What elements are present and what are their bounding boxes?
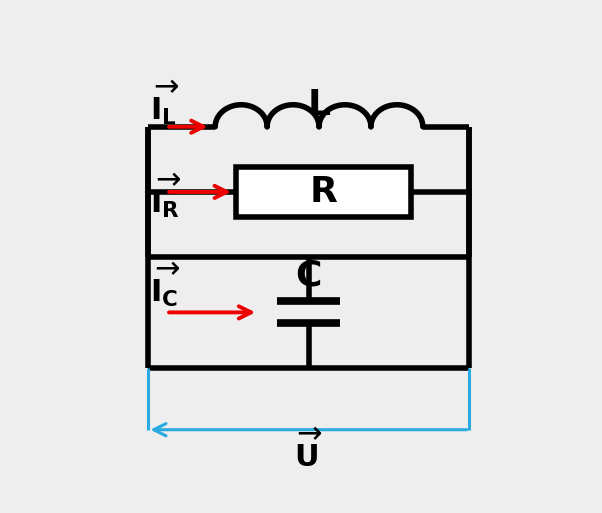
Text: C: C (296, 259, 321, 292)
Text: $\overrightarrow{\mathbf{I_L}}$: $\overrightarrow{\mathbf{I_L}}$ (150, 79, 180, 127)
Text: $\overrightarrow{\mathbf{I_C}}$: $\overrightarrow{\mathbf{I_C}}$ (150, 261, 180, 309)
Text: L: L (308, 88, 330, 122)
Text: R: R (310, 175, 338, 209)
Text: $\overrightarrow{\mathbf{U}}$: $\overrightarrow{\mathbf{U}}$ (294, 430, 323, 473)
Text: $\overrightarrow{\mathbf{I_R}}$: $\overrightarrow{\mathbf{I_R}}$ (150, 172, 181, 220)
FancyBboxPatch shape (236, 167, 411, 217)
